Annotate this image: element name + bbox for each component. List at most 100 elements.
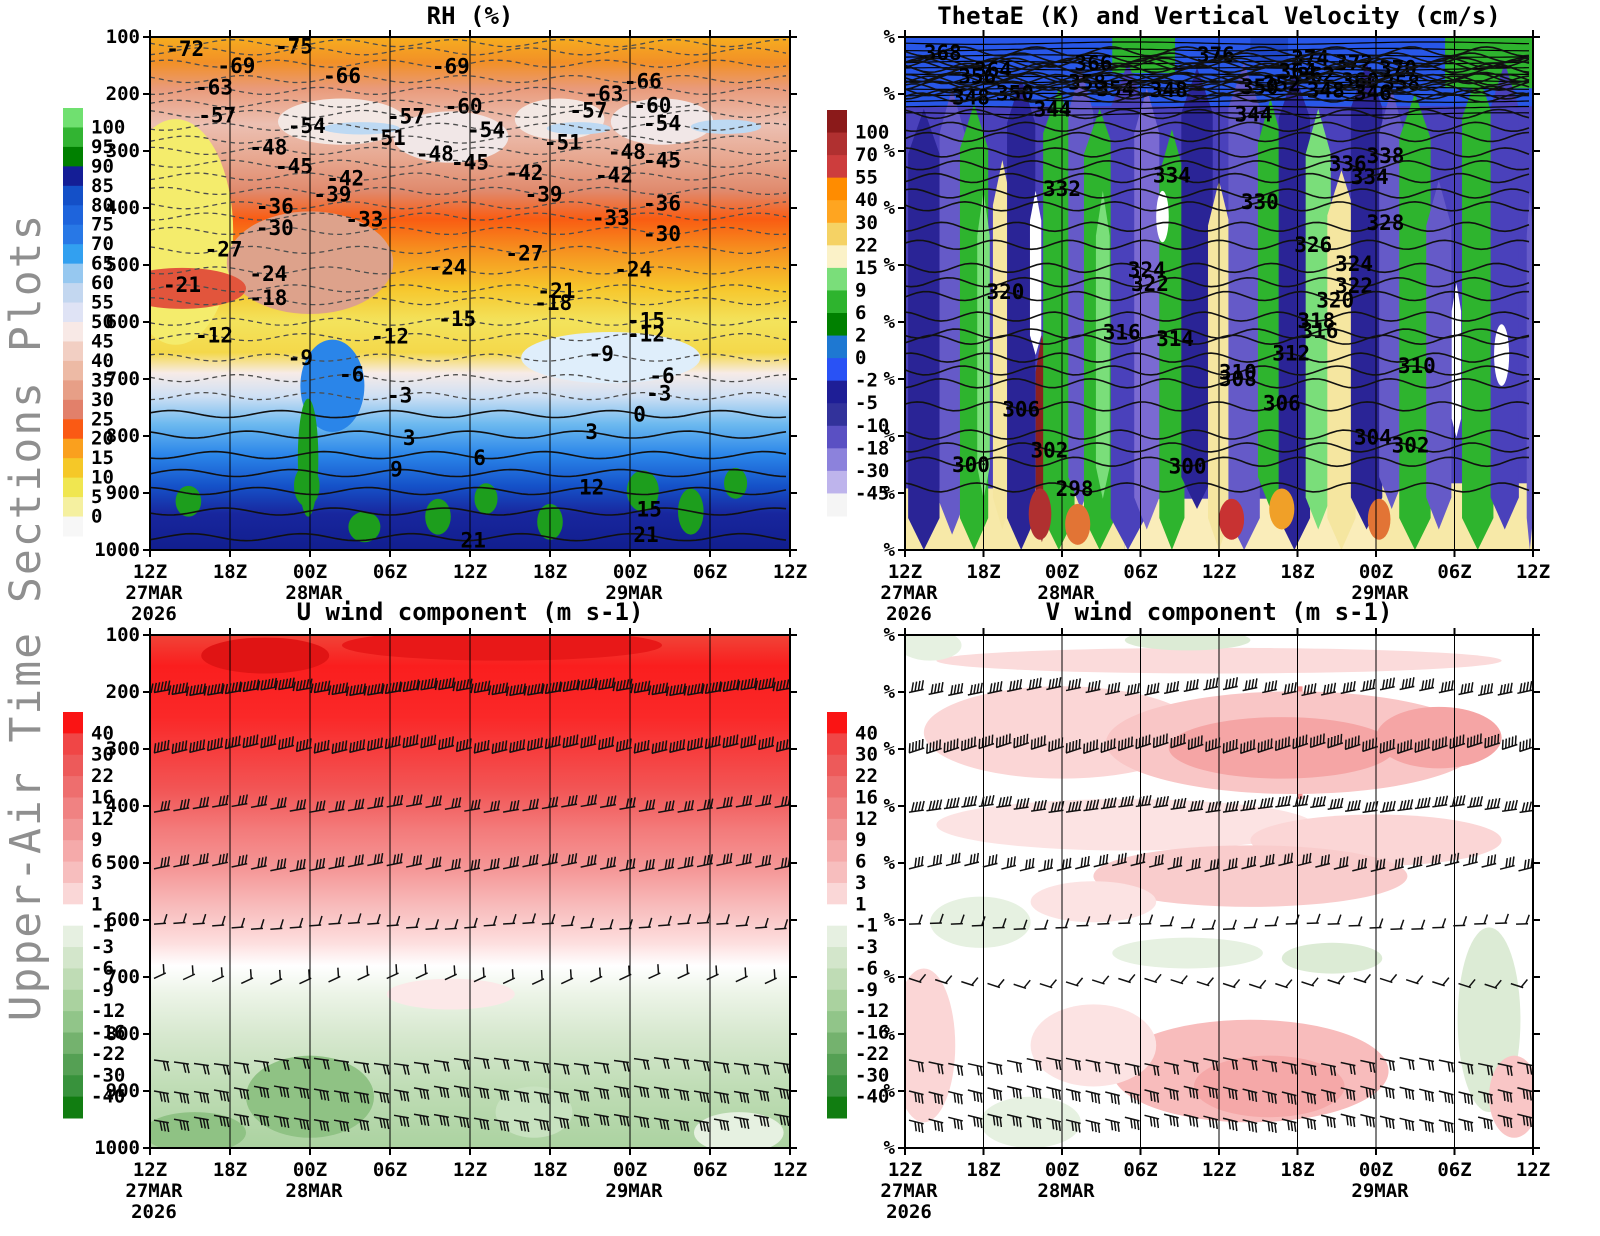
contour-label: -15 bbox=[438, 307, 476, 331]
contour-label: 322 bbox=[1335, 274, 1373, 298]
contour-label: -39 bbox=[313, 182, 351, 206]
colorbar-label: 70 bbox=[855, 144, 878, 166]
contour-label: 314 bbox=[1156, 327, 1194, 351]
colorbar-label: 3 bbox=[855, 872, 866, 894]
colorbar-label: 30 bbox=[91, 744, 114, 766]
contour-label: -33 bbox=[592, 206, 630, 230]
x-date-label: 29MAR bbox=[605, 582, 663, 604]
contour-label: 320 bbox=[1316, 288, 1354, 312]
contour-label: -15 bbox=[627, 308, 665, 332]
contour-label: -66 bbox=[323, 64, 361, 88]
contour-label: -24 bbox=[429, 256, 467, 280]
colorbar-label: -22 bbox=[91, 1043, 125, 1065]
y-tick-label: % bbox=[884, 795, 896, 817]
y-tick-label: 800 bbox=[106, 1023, 140, 1045]
y-tick-label: 700 bbox=[106, 368, 140, 390]
contour-label: -30 bbox=[256, 216, 294, 240]
y-tick-label: 600 bbox=[106, 909, 140, 931]
colorbar-label: -6 bbox=[91, 957, 114, 979]
colorbar-label: 1 bbox=[855, 893, 866, 915]
y-tick-label: % bbox=[884, 909, 896, 931]
contour-label: 306 bbox=[1263, 392, 1301, 416]
x-date-label: 29MAR bbox=[605, 1180, 663, 1202]
contour-label: 328 bbox=[1366, 211, 1404, 235]
y-tick-label: % bbox=[884, 1023, 896, 1045]
contour-label: -57 bbox=[387, 105, 425, 129]
x-date-label: 2026 bbox=[886, 603, 932, 625]
contour-label: -9 bbox=[288, 346, 313, 370]
colorbar-label: 45 bbox=[91, 330, 114, 352]
contour-label: 21 bbox=[461, 528, 486, 552]
contour-label: 0 bbox=[633, 402, 646, 426]
colorbar-label: 100 bbox=[855, 122, 889, 144]
y-tick-label: 1000 bbox=[94, 539, 140, 561]
contour-label: 3 bbox=[403, 426, 416, 450]
colorbar-label: 12 bbox=[855, 808, 878, 830]
contour-label: 334 bbox=[1351, 165, 1389, 189]
contour-label: -42 bbox=[595, 164, 633, 188]
colorbar-label: 9 bbox=[855, 829, 866, 851]
contour-label: -45 bbox=[643, 149, 681, 173]
colorbar-label: -30 bbox=[855, 1064, 889, 1086]
contour-label: -45 bbox=[275, 155, 313, 179]
contour-label: -42 bbox=[505, 161, 543, 185]
x-date-label: 2026 bbox=[886, 1201, 932, 1223]
contour-label: 310 bbox=[1398, 354, 1436, 378]
y-tick-label: % bbox=[884, 83, 896, 105]
y-tick-label: 700 bbox=[106, 966, 140, 988]
contour-label: 21 bbox=[633, 523, 658, 547]
colorbar-label: 12 bbox=[91, 808, 114, 830]
colorbar-label: 15 bbox=[91, 447, 114, 469]
y-tick-label: 100 bbox=[106, 624, 140, 646]
x-tick-label: 18Z bbox=[1280, 561, 1314, 583]
contour-label: 308 bbox=[1219, 367, 1257, 391]
x-date-label: 27MAR bbox=[125, 1180, 183, 1202]
contour-label: -18 bbox=[249, 286, 287, 310]
colorbar-label: 80 bbox=[91, 194, 114, 216]
x-tick-label: 06Z bbox=[693, 1159, 727, 1181]
contour-label: 336 bbox=[1329, 152, 1367, 176]
contour-label: 312 bbox=[1272, 342, 1310, 366]
colorbar-label: 0 bbox=[91, 506, 102, 528]
contour-label: 324 bbox=[1335, 252, 1373, 276]
panel-v-fill bbox=[905, 635, 1533, 1148]
contour-label: -9 bbox=[589, 342, 614, 366]
y-tick-label: 200 bbox=[106, 83, 140, 105]
x-tick-label: 12Z bbox=[133, 561, 167, 583]
colorbar-label: 0 bbox=[855, 347, 866, 369]
x-tick-label: 00Z bbox=[293, 1159, 327, 1181]
contour-label: -60 bbox=[445, 94, 483, 118]
colorbar-label: 1 bbox=[91, 893, 102, 915]
colorbar-label: 2 bbox=[855, 325, 866, 347]
contour-label: -12 bbox=[627, 322, 665, 346]
x-date-label: 2026 bbox=[131, 1201, 177, 1223]
y-tick-label: 900 bbox=[106, 1080, 140, 1102]
x-tick-label: 12Z bbox=[1516, 561, 1550, 583]
colorbar-label: 22 bbox=[855, 765, 878, 787]
panel-u: 12Z 18Z 00Z 06Z 12Z 18Z 00Z 06Z 12Z27MAR202628MA… bbox=[63, 624, 807, 1223]
colorbar-label: -45 bbox=[855, 482, 889, 504]
contour-label: -36 bbox=[643, 191, 681, 215]
contour-label: -42 bbox=[326, 167, 364, 191]
colorbar-label: -9 bbox=[91, 979, 114, 1001]
y-tick-label: 800 bbox=[106, 425, 140, 447]
x-tick-label: 18Z bbox=[1280, 1159, 1314, 1181]
colorbar-label: 5 bbox=[91, 486, 102, 508]
y-tick-label: % bbox=[884, 624, 896, 646]
colorbar-label: 100 bbox=[91, 116, 125, 138]
x-tick-label: 06Z bbox=[1437, 1159, 1471, 1181]
colorbar-label: -16 bbox=[855, 1022, 889, 1044]
colorbar-label: -3 bbox=[91, 936, 114, 958]
colorbar-label: 6 bbox=[855, 851, 866, 873]
contour-label: -75 bbox=[275, 34, 313, 58]
colorbar-label: 55 bbox=[855, 167, 878, 189]
contour-label: 302 bbox=[1030, 438, 1068, 462]
x-tick-label: 00Z bbox=[1045, 1159, 1079, 1181]
colorbar-label: 40 bbox=[91, 722, 114, 744]
contour-label: 3 bbox=[585, 420, 598, 444]
panel-v: 12Z 18Z 00Z 06Z 12Z 18Z 00Z 06Z 12Z27MAR202628MA… bbox=[827, 624, 1550, 1223]
contour-label: -21 bbox=[163, 273, 201, 297]
contour-label: 15 bbox=[637, 497, 662, 521]
x-date-label: 28MAR bbox=[285, 582, 343, 604]
